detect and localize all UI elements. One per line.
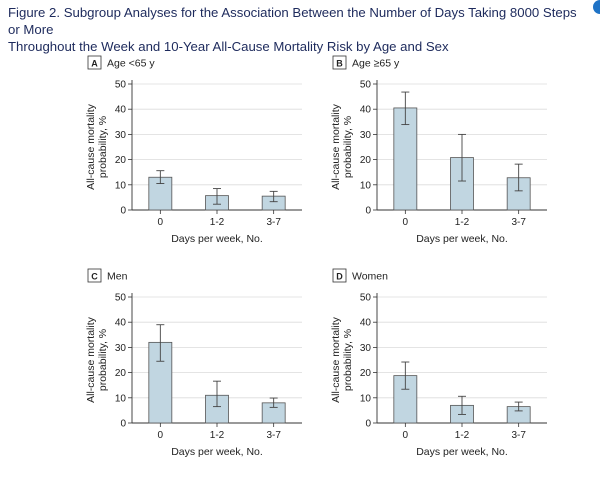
x-tick-label: 0: [158, 217, 164, 228]
y-tick-label: 0: [365, 206, 371, 217]
y-tick-label: 40: [360, 105, 372, 116]
y-tick-label: 20: [360, 155, 372, 166]
x-axis-title: Days per week, No.: [171, 446, 263, 458]
y-tick-label: 10: [360, 393, 372, 404]
y-axis-title-line: All-cause mortality: [85, 316, 97, 403]
y-tick-label: 40: [360, 318, 372, 329]
x-tick-label: 0: [403, 430, 409, 441]
y-tick-label: 50: [115, 293, 127, 304]
y-tick-label: 20: [115, 155, 127, 166]
y-tick-label: 30: [360, 343, 372, 354]
figure-title-line-2: Throughout the Week and 10-Year All-Caus…: [8, 39, 449, 54]
x-tick-label: 1-2: [210, 430, 225, 441]
x-tick-label: 0: [158, 430, 164, 441]
y-tick-label: 40: [115, 105, 127, 116]
y-tick-label: 0: [365, 419, 371, 430]
y-tick-label: 30: [115, 343, 127, 354]
y-tick-label: 40: [115, 318, 127, 329]
y-tick-label: 10: [115, 180, 127, 191]
y-axis-title-line: probability, %: [97, 116, 109, 178]
y-axis-title-line: All-cause mortality: [85, 103, 97, 190]
y-axis-title-line: probability, %: [342, 329, 354, 391]
y-tick-label: 0: [120, 419, 126, 430]
y-tick-label: 10: [360, 180, 372, 191]
panel-letter-box: [332, 268, 347, 283]
panel-letter-box: [87, 55, 102, 70]
y-tick-label: 20: [115, 368, 127, 379]
figure-title: Figure 2. Subgroup Analyses for the Asso…: [8, 4, 588, 55]
x-tick-label: 1-2: [210, 217, 225, 228]
panel-title: Age ≥65 y: [352, 58, 400, 70]
panel-title: Men: [107, 271, 128, 283]
x-tick-label: 3-7: [266, 217, 281, 228]
y-axis-title-line: probability, %: [97, 329, 109, 391]
x-tick-label: 3-7: [511, 217, 526, 228]
y-axis-title-line: All-cause mortality: [330, 316, 342, 403]
x-tick-label: 1-2: [455, 217, 470, 228]
x-axis-title: Days per week, No.: [416, 233, 508, 245]
panel-letter: D: [336, 272, 343, 282]
x-tick-label: 3-7: [511, 430, 526, 441]
panel-letter: C: [91, 272, 98, 282]
panel-title: Age <65 y: [107, 58, 155, 70]
y-axis-title-line: probability, %: [342, 116, 354, 178]
y-tick-label: 30: [115, 130, 127, 141]
y-axis-title-line: All-cause mortality: [330, 103, 342, 190]
y-tick-label: 10: [115, 393, 127, 404]
y-tick-label: 20: [360, 368, 372, 379]
panel-letter-box: [87, 268, 102, 283]
x-tick-label: 3-7: [266, 430, 281, 441]
y-tick-label: 30: [360, 130, 372, 141]
x-tick-label: 1-2: [455, 430, 470, 441]
x-axis-title: Days per week, No.: [171, 233, 263, 245]
y-tick-label: 50: [360, 80, 372, 91]
panel-letter: A: [91, 59, 98, 69]
panel-letter-box: [332, 55, 347, 70]
y-tick-label: 50: [360, 293, 372, 304]
y-tick-label: 50: [115, 80, 127, 91]
panel-letter: B: [336, 59, 343, 69]
panel-title: Women: [352, 271, 388, 283]
corner-badge: [593, 0, 600, 14]
x-tick-label: 0: [403, 217, 409, 228]
x-axis-title: Days per week, No.: [416, 446, 508, 458]
figure-title-line-1: Figure 2. Subgroup Analyses for the Asso…: [8, 5, 577, 37]
y-tick-label: 0: [120, 206, 126, 217]
